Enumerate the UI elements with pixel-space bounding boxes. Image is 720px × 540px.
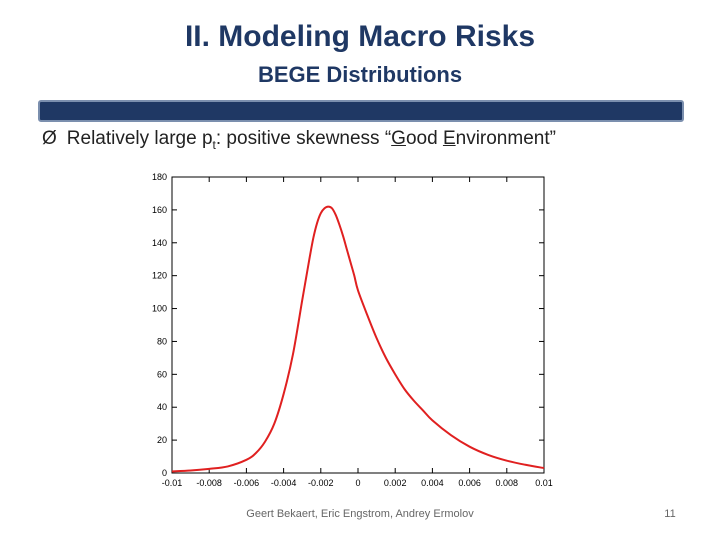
y-tick-label: 100 (152, 304, 167, 314)
y-tick-label: 80 (157, 336, 167, 346)
x-tick-label: -0.004 (271, 478, 297, 488)
x-tick-label: 0.006 (458, 478, 481, 488)
bullet-arrow-icon: Ø (42, 128, 57, 149)
x-tick-label: 0.01 (535, 478, 553, 488)
y-tick-label: 120 (152, 271, 167, 281)
y-tick-label: 140 (152, 238, 167, 248)
x-tick-labels: -0.01 -0.008 -0.006 -0.004 -0.002 0 0.002 0.004… (162, 478, 553, 488)
x-tick-label: -0.002 (308, 478, 334, 488)
y-tick-label: 20 (157, 435, 167, 445)
slide-title: II. Modeling Macro Risks (184, 20, 536, 53)
y-tick-label: 180 (152, 172, 167, 182)
x-tick-label: 0.002 (384, 478, 407, 488)
x-tick-label: -0.01 (162, 478, 183, 488)
slide-subtitle: BEGE Distributions (257, 62, 463, 87)
y-tick-label: 60 (157, 369, 167, 379)
page-number: 11 (664, 508, 676, 520)
y-tick-label: 160 (152, 205, 167, 215)
axis-ticks (171, 176, 545, 474)
density-curve (171, 205, 545, 473)
title-divider-bar (38, 100, 684, 122)
x-tick-label: -0.006 (234, 478, 260, 488)
x-tick-label: 0.008 (496, 478, 519, 488)
plot-frame (171, 176, 545, 474)
y-tick-labels: 0 20 40 60 80 100 120 140 160 180 (152, 172, 167, 478)
y-tick-label: 0 (162, 468, 167, 478)
footer-authors: Geert Bekaert, Eric Engstrom, Andrey Erm… (246, 508, 474, 520)
x-tick-label: -0.008 (196, 478, 222, 488)
y-tick-label: 40 (157, 402, 167, 412)
x-tick-label: 0 (355, 478, 360, 488)
bullet-text: Ø Relatively large pt: positive skewness … (42, 128, 556, 152)
x-tick-label: 0.004 (421, 478, 444, 488)
